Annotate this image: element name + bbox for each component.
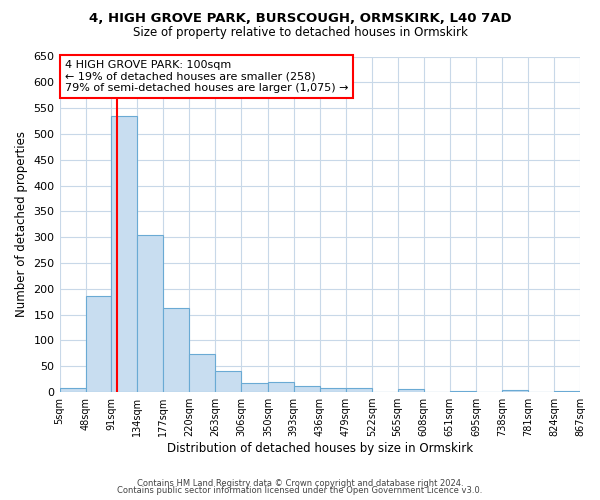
- Text: Contains HM Land Registry data © Crown copyright and database right 2024.: Contains HM Land Registry data © Crown c…: [137, 478, 463, 488]
- X-axis label: Distribution of detached houses by size in Ormskirk: Distribution of detached houses by size …: [167, 442, 473, 455]
- Bar: [215, 371, 241, 392]
- Text: Size of property relative to detached houses in Ormskirk: Size of property relative to detached ho…: [133, 26, 467, 39]
- Text: 4, HIGH GROVE PARK, BURSCOUGH, ORMSKIRK, L40 7AD: 4, HIGH GROVE PARK, BURSCOUGH, ORMSKIRK,…: [89, 12, 511, 26]
- Bar: [137, 234, 163, 392]
- Bar: [190, 354, 215, 392]
- Bar: [268, 382, 294, 392]
- Bar: [86, 296, 112, 392]
- Bar: [398, 389, 424, 392]
- Bar: [320, 388, 346, 392]
- Bar: [241, 384, 268, 392]
- Bar: [554, 391, 580, 392]
- Y-axis label: Number of detached properties: Number of detached properties: [15, 132, 28, 318]
- Bar: [163, 308, 190, 392]
- Bar: [346, 388, 371, 392]
- Text: 4 HIGH GROVE PARK: 100sqm
← 19% of detached houses are smaller (258)
79% of semi: 4 HIGH GROVE PARK: 100sqm ← 19% of detac…: [65, 60, 348, 93]
- Bar: [112, 116, 137, 392]
- Bar: [294, 386, 320, 392]
- Bar: [59, 388, 86, 392]
- Text: Contains public sector information licensed under the Open Government Licence v3: Contains public sector information licen…: [118, 486, 482, 495]
- Bar: [502, 390, 528, 392]
- Bar: [449, 391, 476, 392]
